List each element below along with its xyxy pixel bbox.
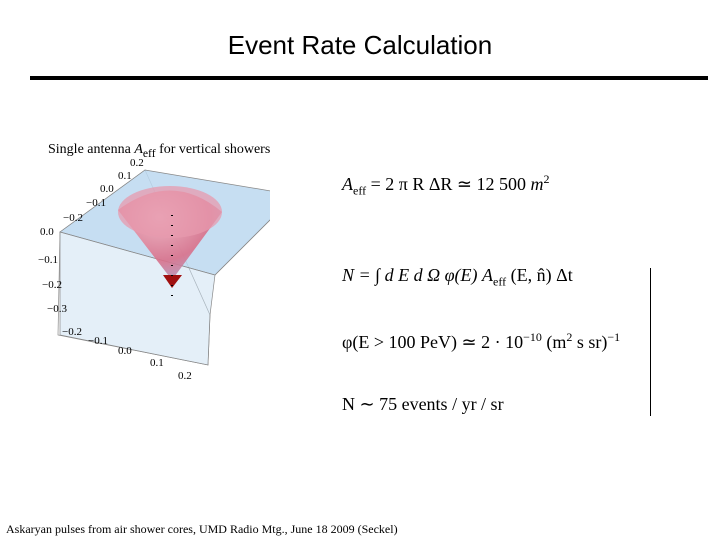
caption-sub: eff <box>142 146 156 160</box>
eq-part: s sr) <box>572 332 608 352</box>
box-edge <box>214 219 270 276</box>
plot-tick-label: 0.0 <box>40 226 54 238</box>
eq-sup: 2 <box>543 172 550 186</box>
footer: Askaryan pulses from air shower cores, U… <box>6 522 398 536</box>
equation: N = ∫ d E d Ω φ(E) Aeff (E, n̂) Δt <box>342 265 573 290</box>
eq-sub: eff <box>493 274 507 289</box>
plot-tick-label: −0.2 <box>63 212 83 224</box>
plot-tick-label: −0.3 <box>47 303 67 315</box>
caption-text: Single antenna <box>48 142 135 157</box>
eq-part: (m <box>541 332 567 352</box>
cone-tip <box>163 275 182 288</box>
plot-caption: Single antenna Aeff for vertical showers <box>48 142 270 160</box>
plot-tick-label: 0.0 <box>118 345 132 357</box>
eq-sup: −10 <box>523 330 542 344</box>
eq-sup: −1 <box>607 330 621 344</box>
slide-title: Event Rate Calculation <box>227 30 493 60</box>
plot-tick-label: 0.1 <box>118 170 132 182</box>
plot-tick-label: 0.0 <box>100 183 114 195</box>
equation: Aeff = 2 π R ΔR ≃ 12 500 m2 <box>342 172 550 199</box>
caption-text: for vertical showers <box>155 142 271 157</box>
equation: φ(E > 100 PeV) ≃ 2 · 10−10 (m2 s sr)−1 <box>342 330 620 353</box>
plot-tick-label: −0.2 <box>42 279 62 291</box>
cone-rim <box>118 186 222 238</box>
plot-tick-label: 0.2 <box>130 157 144 169</box>
eq-part: N = ∫ d E d Ω φ(E) A <box>342 265 494 285</box>
eq-part: φ(E > 100 PeV) ≃ 2 · 10 <box>342 332 524 352</box>
plot-tick-label: −0.1 <box>38 254 58 266</box>
plot-tick-label: 0.1 <box>150 357 164 369</box>
surface-plot: 0.20.10.0−0.1−0.20.0−0.1−0.2−0.3−0.2−0.1… <box>38 157 270 382</box>
eq-sub: eff <box>353 183 367 198</box>
eq-sup: 2 <box>566 330 573 344</box>
plot-tick-label: −0.2 <box>62 326 82 338</box>
plot-tick-label: −0.1 <box>86 197 106 209</box>
divider <box>650 268 651 416</box>
plot-tick-label: 0.2 <box>178 370 192 382</box>
title-rule <box>30 76 708 80</box>
caption-symbol: A <box>134 142 143 157</box>
eq-part: (E, n̂) Δt <box>506 265 573 285</box>
eq-part: m <box>530 174 544 194</box>
plot-tick-label: −0.1 <box>88 335 108 347</box>
eq-part: A <box>342 174 353 194</box>
equation: N ∼ 75 events / yr / sr <box>342 394 504 415</box>
eq-part: = 2 π R ΔR ≃ 12 500 <box>366 174 531 194</box>
eq-part: N ∼ 75 events / yr / sr <box>342 394 504 414</box>
